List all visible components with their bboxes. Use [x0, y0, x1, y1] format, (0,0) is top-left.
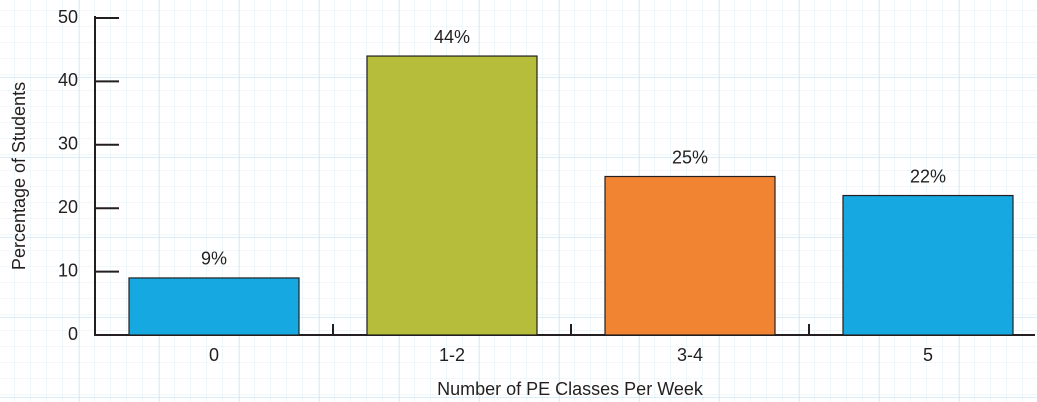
bar: [366, 55, 538, 336]
bar: [604, 175, 776, 336]
bar: [842, 194, 1014, 336]
value-label: 9%: [201, 249, 227, 269]
x-axis-label: Number of PE Classes Per Week: [437, 379, 704, 399]
y-tick-label: 0: [68, 324, 78, 344]
value-label: 44%: [434, 27, 470, 47]
x-tick-label: 5: [923, 345, 933, 365]
y-tick-label: 30: [58, 134, 78, 154]
y-tick-label: 10: [58, 260, 78, 280]
x-tick-label: 3-4: [677, 345, 703, 365]
y-axis-label: Percentage of Students: [9, 82, 29, 270]
value-label: 22%: [910, 166, 946, 186]
y-tick-label: 50: [58, 7, 78, 27]
x-tick-label: 0: [209, 345, 219, 365]
y-tick-label: 40: [58, 70, 78, 90]
value-label: 25%: [672, 147, 708, 167]
bar: [128, 277, 300, 336]
y-tick-label: 20: [58, 197, 78, 217]
x-tick-label: 1-2: [439, 345, 465, 365]
